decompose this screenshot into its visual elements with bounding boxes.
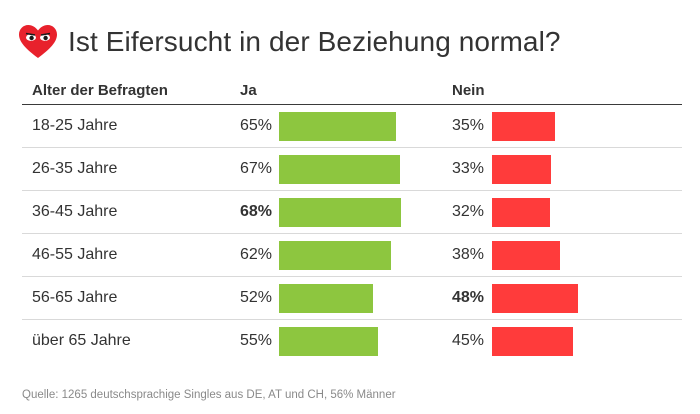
table-row: 46-55 Jahre 62% 38% (22, 234, 682, 277)
table-row: 56-65 Jahre 52% 48% (22, 277, 682, 320)
age-group-label: 26-35 Jahre (32, 160, 118, 177)
column-header-nein: Nein (452, 82, 485, 99)
ja-percent-label: 62% (240, 246, 273, 263)
nein-percent-label: 48% (452, 289, 485, 306)
nein-bar (492, 112, 555, 141)
nein-percent-label: 35% (452, 117, 485, 134)
ja-bar (279, 155, 400, 184)
nein-percent-label: 33% (452, 160, 485, 177)
ja-percent-label: 67% (240, 160, 273, 177)
column-header-ja: Ja (240, 82, 257, 99)
column-header-age: Alter der Befragten (32, 82, 168, 99)
table-row: 18-25 Jahre 65% 35% (22, 105, 682, 148)
table-row: 26-35 Jahre 67% 33% (22, 148, 682, 191)
age-group-label: 36-45 Jahre (32, 203, 118, 220)
table-body: 18-25 Jahre 65% 35% 26-35 Jahre 67% 33% 36-45 … (22, 105, 682, 362)
ja-bar (279, 112, 396, 141)
ja-percent-label: 52% (240, 289, 273, 306)
heart-with-eyes-icon (19, 25, 57, 58)
nein-percent-label: 38% (452, 246, 485, 263)
nein-bar (492, 327, 573, 356)
nein-percent-label: 45% (452, 332, 485, 349)
chart-header: Ist Eifersucht in der Beziehung normal? (18, 22, 561, 62)
ja-bar (279, 284, 373, 313)
nein-percent-label: 32% (452, 203, 485, 220)
table-row: über 65 Jahre 55% 45% (22, 320, 682, 362)
nein-bar (492, 155, 552, 184)
age-group-label: über 65 Jahre (32, 332, 131, 349)
ja-percent-label: 65% (240, 117, 273, 134)
ja-bar (279, 327, 378, 356)
nein-bar (492, 284, 579, 313)
ja-percent-label: 68% (240, 203, 273, 220)
age-group-label: 18-25 Jahre (32, 117, 118, 134)
nein-bar (492, 241, 561, 270)
ja-bar (279, 198, 402, 227)
table-header: Alter der Befragten Ja Nein (22, 78, 682, 105)
ja-bar (279, 241, 391, 270)
age-group-label: 46-55 Jahre (32, 246, 118, 263)
table-row: 36-45 Jahre 68% 32% (22, 191, 682, 234)
source-note: Quelle: 1265 deutschsprachige Singles au… (22, 389, 396, 401)
chart-title: Ist Eifersucht in der Beziehung normal? (68, 26, 561, 57)
ja-percent-label: 55% (240, 332, 273, 349)
age-group-label: 56-65 Jahre (32, 289, 118, 306)
results-table: Alter der Befragten Ja Nein 18-25 Jahre 6… (22, 78, 682, 362)
nein-bar (492, 198, 550, 227)
